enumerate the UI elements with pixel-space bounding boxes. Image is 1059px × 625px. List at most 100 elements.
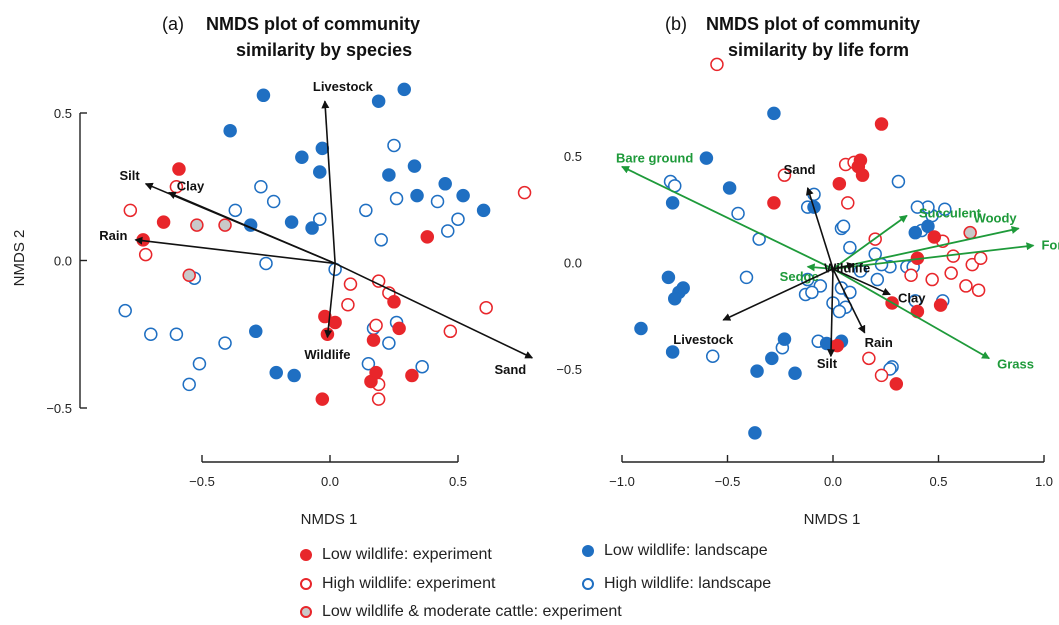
vector-label: Succulent — [919, 206, 982, 221]
panel-b-xlabel: NMDS 1 — [804, 511, 861, 528]
data-point — [361, 357, 376, 371]
data-point — [661, 270, 676, 285]
data-point — [315, 141, 330, 156]
legend-marker-blue-filled — [582, 545, 594, 557]
vector-arrow — [832, 226, 1020, 270]
data-point — [259, 256, 273, 271]
x-tick-label: 0.0 — [321, 474, 339, 489]
data-point — [410, 188, 424, 203]
data-point — [387, 295, 401, 309]
data-point — [369, 318, 383, 333]
vector-arrow — [832, 268, 991, 360]
panel-b-title-line2: similarity by life form — [728, 40, 909, 60]
x-tick-label: 0.5 — [929, 474, 947, 489]
data-point — [371, 274, 386, 288]
data-point — [832, 176, 847, 191]
data-point — [832, 304, 847, 319]
data-point — [182, 268, 196, 282]
data-point — [441, 224, 455, 238]
data-point — [891, 174, 906, 189]
legend-item-moderate-cattle: Low wildlife & moderate cattle: experime… — [300, 603, 622, 621]
data-point — [313, 212, 327, 226]
data-point — [765, 351, 779, 366]
data-point — [830, 338, 844, 353]
vector-label: Rain — [865, 335, 893, 350]
data-point — [705, 349, 720, 363]
vector-arrow — [621, 165, 834, 270]
data-point — [405, 368, 419, 383]
panel-a-title-line2: similarity by species — [236, 40, 412, 60]
data-point — [420, 230, 435, 244]
vector-arrow — [832, 214, 908, 270]
legend-marker-red-open — [300, 578, 312, 590]
legend-label: High wildlife: experiment — [322, 575, 496, 592]
data-point — [889, 377, 904, 391]
vector-arrow — [806, 263, 834, 272]
vector-arrow — [832, 262, 856, 270]
legend-item-high-land: High wildlife: landscape — [582, 575, 771, 593]
data-point — [722, 181, 737, 195]
data-point — [144, 327, 158, 341]
data-point — [634, 321, 648, 336]
vector-arrow — [722, 268, 834, 321]
legend-label: Low wildlife: experiment — [322, 546, 492, 563]
x-tick-label: −0.5 — [715, 474, 741, 489]
vector-label: Grass — [997, 356, 1034, 371]
data-point — [938, 202, 952, 216]
legend-label: High wildlife: landscape — [604, 575, 772, 592]
data-point — [973, 251, 988, 265]
data-point — [910, 200, 925, 214]
y-tick-label: 0.0 — [54, 254, 72, 269]
vector-label: Sedge — [780, 269, 819, 284]
data-point — [254, 180, 268, 194]
panel-a-xlabel: NMDS 1 — [301, 511, 358, 528]
data-point — [874, 368, 889, 383]
data-point — [925, 272, 939, 287]
data-point — [389, 191, 404, 206]
panel-a-ylabel: NMDS 2 — [11, 230, 28, 287]
data-point — [415, 359, 429, 374]
data-point — [517, 185, 532, 200]
data-point — [397, 82, 411, 97]
legend: Low wildlife: experiment Low wildlife: l… — [300, 538, 860, 624]
data-point — [971, 283, 986, 297]
x-tick-label: −0.5 — [189, 474, 215, 489]
vector-arrow — [832, 242, 1035, 270]
data-point — [366, 333, 381, 347]
legend-marker-red-filled — [300, 549, 312, 561]
data-point — [266, 194, 281, 209]
data-point — [156, 215, 171, 229]
data-point — [328, 315, 342, 330]
data-point — [908, 225, 923, 240]
data-point — [182, 377, 196, 392]
data-point — [392, 321, 406, 336]
vector-arrow — [324, 263, 336, 339]
y-tick-label: −0.5 — [556, 362, 582, 377]
data-point — [767, 106, 781, 121]
data-point — [218, 218, 232, 232]
data-point — [341, 298, 355, 312]
data-point — [777, 332, 792, 346]
data-point — [750, 364, 764, 378]
data-point — [172, 162, 186, 176]
data-point — [963, 225, 977, 240]
data-point — [438, 177, 452, 191]
data-point — [228, 203, 243, 218]
data-point — [315, 392, 330, 406]
data-point — [788, 366, 802, 381]
panel-b-title-line1: NMDS plot of community — [706, 14, 920, 34]
data-point — [904, 268, 918, 283]
vector-label: Woody — [974, 210, 1018, 225]
panel-b-plot: −1.0 −0.5 0.0 0.5 1.0 −0.5 0.0 0.5 Bare ground Su… — [556, 57, 1059, 489]
y-tick-label: 0.5 — [54, 106, 72, 121]
y-tick-label: 0.0 — [564, 256, 582, 271]
panel-a-label: (a) — [162, 14, 184, 34]
vector-label: Clay — [898, 290, 926, 305]
data-point — [287, 368, 301, 383]
data-point — [456, 188, 470, 203]
data-point — [190, 218, 204, 232]
legend-item-high-exp: High wildlife: experiment — [300, 575, 495, 593]
data-point — [249, 324, 263, 339]
data-point — [767, 196, 781, 210]
data-point — [731, 206, 745, 221]
